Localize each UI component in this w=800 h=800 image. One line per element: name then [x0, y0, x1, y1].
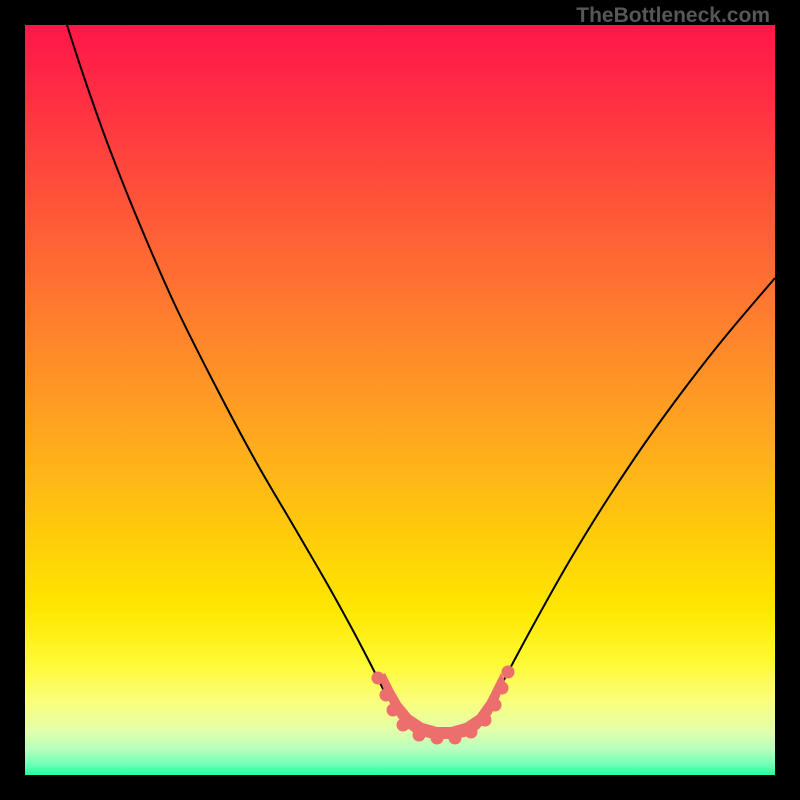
outer-frame: TheBottleneck.com: [0, 0, 800, 800]
gradient-background: [25, 25, 775, 775]
plot-area: [25, 25, 775, 775]
